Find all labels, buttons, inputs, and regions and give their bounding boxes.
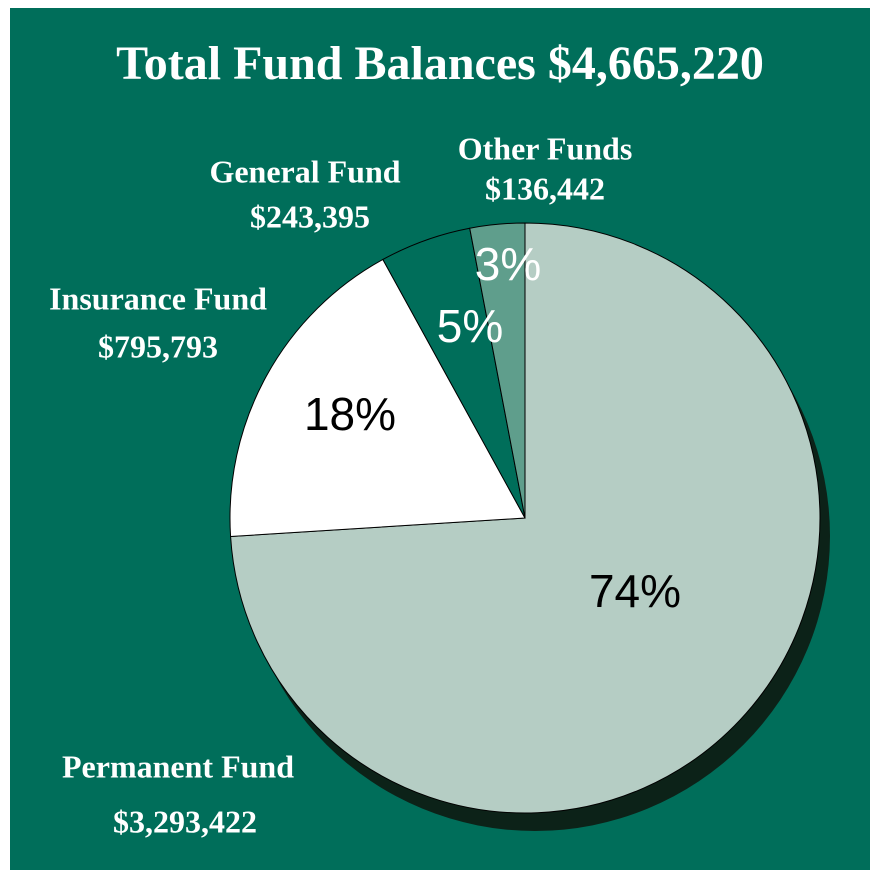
amount-label: $136,442: [485, 170, 605, 206]
category-label: General Fund: [209, 153, 400, 189]
amount-label: $795,793: [98, 328, 218, 364]
chart-title: Total Fund Balances $4,665,220: [116, 37, 764, 90]
category-label: Other Funds: [458, 130, 633, 166]
pie-slice: [229, 258, 526, 538]
percent-label: 74%: [589, 565, 681, 617]
percent-label: 3%: [475, 238, 541, 290]
amount-label: $3,293,422: [113, 803, 257, 839]
pie: [229, 222, 830, 831]
category-label: Permanent Fund: [62, 748, 294, 784]
pie-slice: [469, 222, 526, 519]
percent-label: 5%: [437, 300, 503, 352]
category-label: Insurance Fund: [49, 280, 267, 316]
amount-label: $243,395: [250, 198, 370, 234]
percent-label: 18%: [304, 388, 396, 440]
